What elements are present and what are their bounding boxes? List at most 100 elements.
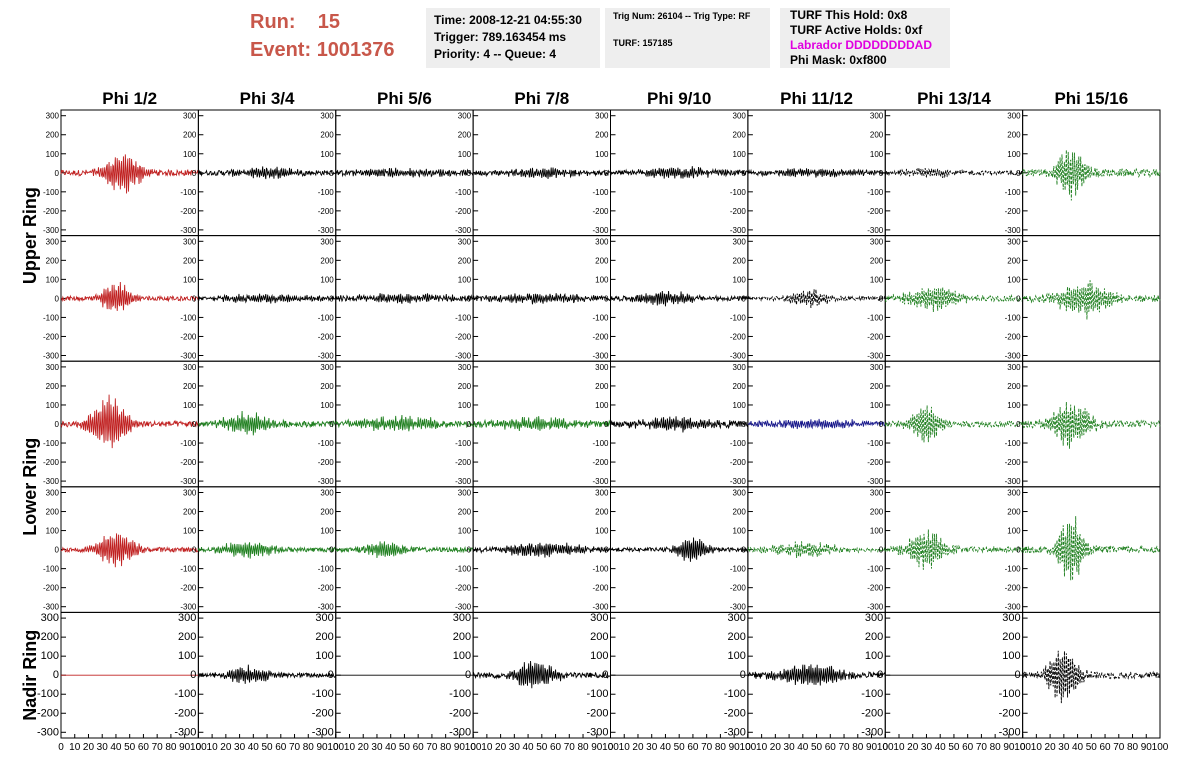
- x-tick-label: 70: [564, 742, 576, 753]
- y-tick-label: -300: [180, 477, 197, 486]
- y-tick-label: 100: [1007, 275, 1021, 284]
- y-tick-label: -200: [730, 458, 747, 467]
- y-tick-label: -300: [999, 726, 1021, 738]
- y-tick-label: -300: [318, 351, 335, 360]
- y-tick-label: -300: [43, 477, 60, 486]
- x-tick-label: 30: [784, 742, 796, 753]
- y-tick-label: 0: [741, 420, 746, 429]
- y-tick-label: 0: [741, 294, 746, 303]
- x-tick-label: 90: [866, 742, 878, 753]
- y-tick-label: -300: [180, 603, 197, 612]
- x-tick-label: 70: [976, 742, 988, 753]
- waveform-trace: [335, 167, 474, 178]
- x-tick-label: 0: [333, 742, 339, 753]
- y-tick-label: 300: [733, 363, 747, 372]
- y-tick-label: -200: [592, 332, 609, 341]
- x-tick-label: 100: [1152, 742, 1169, 753]
- y-tick-label: -200: [455, 458, 472, 467]
- y-tick-label: 300: [46, 363, 60, 372]
- y-tick-label: 100: [733, 401, 747, 410]
- y-tick-label: 200: [320, 508, 334, 517]
- row-group-label: Lower Ring: [20, 438, 40, 536]
- x-tick-label: 30: [646, 742, 658, 753]
- y-tick-label: 100: [733, 150, 747, 159]
- y-tick-label: 300: [870, 112, 884, 121]
- x-tick-label: 30: [1058, 742, 1070, 753]
- x-tick-label: 40: [660, 742, 672, 753]
- y-tick-label: 200: [733, 131, 747, 140]
- waveform-trace: [747, 541, 886, 558]
- trig-info-box: Trig Num: 26104 -- Trig Type: RF TURF: 1…: [605, 8, 770, 68]
- y-tick-label: 0: [604, 546, 609, 555]
- y-tick-label: 100: [183, 527, 197, 536]
- y-tick-label: 200: [320, 382, 334, 391]
- y-tick-label: -100: [37, 688, 59, 700]
- x-tick-label: 90: [1003, 742, 1015, 753]
- y-tick-label: -200: [180, 332, 197, 341]
- y-tick-label: -100: [455, 439, 472, 448]
- waveform-trace: [197, 411, 337, 436]
- y-tick-label: 0: [604, 420, 609, 429]
- y-tick-label: -300: [730, 477, 747, 486]
- y-tick-label: -200: [730, 332, 747, 341]
- x-tick-label: 40: [523, 742, 535, 753]
- x-tick-label: 50: [262, 742, 274, 753]
- x-tick-label: 80: [303, 742, 315, 753]
- y-tick-label: 0: [467, 169, 472, 178]
- y-tick-label: 300: [320, 489, 334, 498]
- y-tick-label: 0: [329, 169, 334, 178]
- y-tick-label: 300: [595, 112, 609, 121]
- y-tick-label: 100: [183, 150, 197, 159]
- y-tick-label: -200: [174, 707, 196, 719]
- run-label: Run:: [250, 11, 296, 33]
- y-tick-label: 300: [728, 612, 746, 624]
- x-tick-label: 50: [811, 742, 823, 753]
- y-tick-label: -300: [174, 726, 196, 738]
- y-tick-label: -300: [730, 351, 747, 360]
- y-tick-label: 0: [1016, 546, 1021, 555]
- x-tick-label: 50: [948, 742, 960, 753]
- x-tick-label: 90: [316, 742, 328, 753]
- x-tick-label: 60: [138, 742, 150, 753]
- waveform-trace: [472, 167, 611, 179]
- row-group-label: Upper Ring: [20, 187, 40, 284]
- y-tick-label: 100: [728, 650, 746, 662]
- waveform-trace: [61, 281, 199, 311]
- x-tick-label: 90: [591, 742, 603, 753]
- y-tick-label: 300: [178, 612, 196, 624]
- x-tick-label: 20: [358, 742, 370, 753]
- y-tick-label: 300: [1007, 363, 1021, 372]
- x-tick-label: 10: [619, 742, 631, 753]
- x-tick-label: 20: [907, 742, 919, 753]
- run-event-header: Run: 15 Event: 1001376: [250, 8, 420, 68]
- x-tick-label: 10: [207, 742, 219, 753]
- x-tick-label: 70: [289, 742, 301, 753]
- y-tick-label: 300: [183, 489, 197, 498]
- column-header: Phi 7/8: [514, 89, 569, 108]
- x-tick-label: 0: [58, 742, 64, 753]
- y-tick-label: 100: [1007, 150, 1021, 159]
- y-tick-label: -300: [449, 726, 471, 738]
- y-tick-label: 200: [1007, 508, 1021, 517]
- y-tick-label: 200: [870, 508, 884, 517]
- x-tick-label: 70: [838, 742, 850, 753]
- waveform-trace: [197, 293, 337, 304]
- y-tick-label: -100: [455, 188, 472, 197]
- x-tick-label: 50: [536, 742, 548, 753]
- y-tick-label: 300: [1007, 489, 1021, 498]
- y-tick-label: 0: [467, 294, 472, 303]
- y-tick-label: 200: [458, 382, 472, 391]
- y-tick-label: 100: [320, 401, 334, 410]
- x-tick-label: 60: [1099, 742, 1111, 753]
- y-tick-label: 300: [458, 237, 472, 246]
- y-tick-label: -200: [318, 332, 335, 341]
- y-tick-label: 0: [192, 169, 197, 178]
- y-tick-label: -200: [867, 332, 884, 341]
- y-tick-label: 0: [329, 546, 334, 555]
- y-tick-label: 0: [604, 294, 609, 303]
- y-tick-label: 200: [733, 382, 747, 391]
- y-tick-label: -100: [318, 439, 335, 448]
- y-tick-label: -100: [867, 565, 884, 574]
- x-tick-label: 20: [495, 742, 507, 753]
